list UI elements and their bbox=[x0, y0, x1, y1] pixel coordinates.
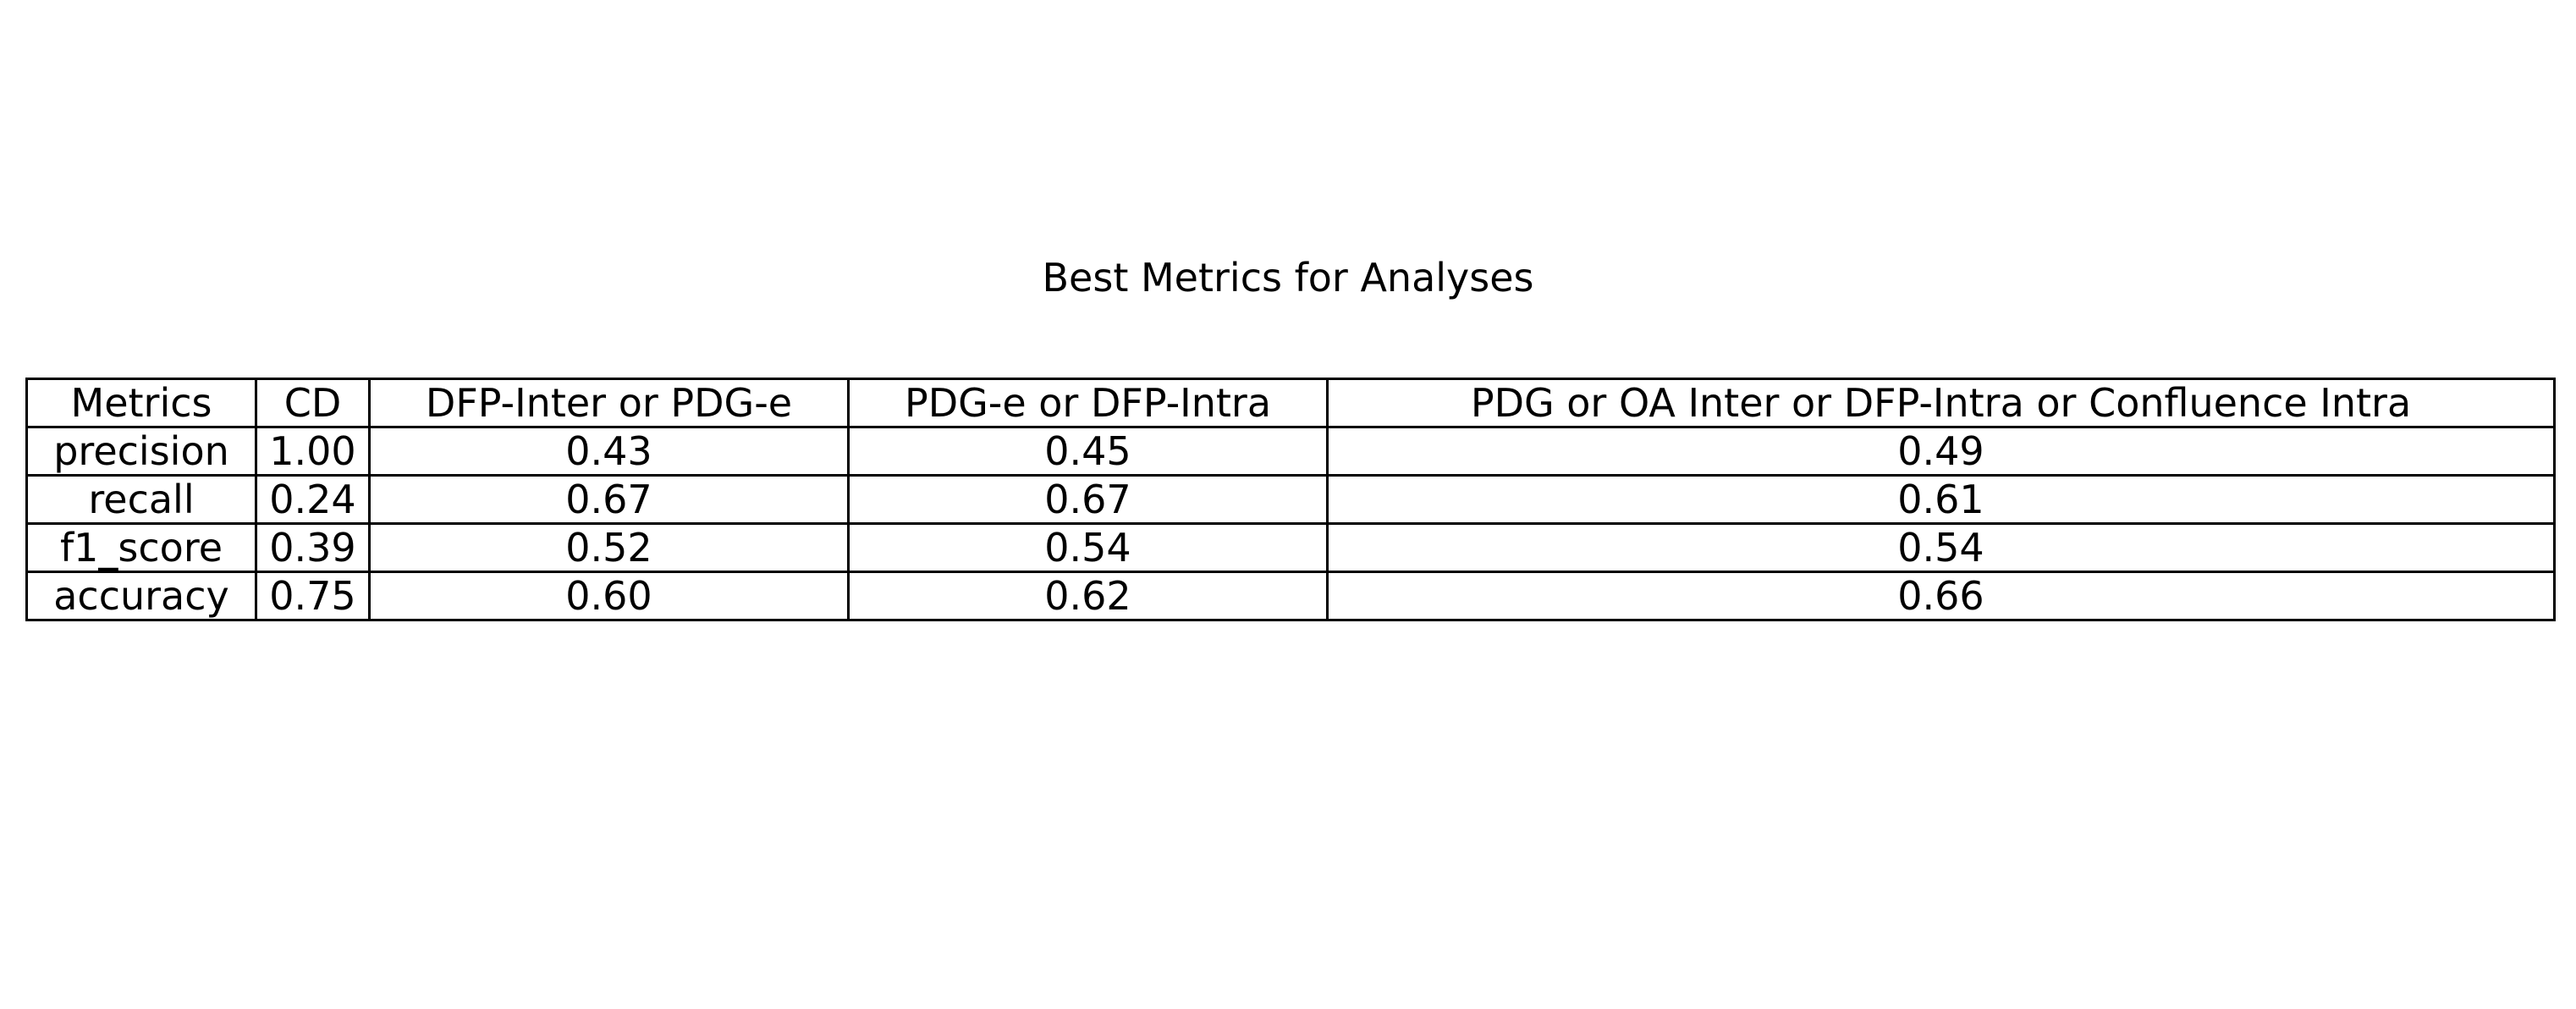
table-row: f1_score 0.39 0.52 0.54 0.54 bbox=[25, 522, 2556, 573]
row-label: precision bbox=[25, 426, 257, 477]
row-label: recall bbox=[25, 474, 257, 525]
table-cell: 0.43 bbox=[368, 426, 850, 477]
table-cell: 1.00 bbox=[255, 426, 371, 477]
table-cell: 0.24 bbox=[255, 474, 371, 525]
column-header: CD bbox=[255, 378, 371, 428]
table-cell: 0.60 bbox=[368, 571, 850, 621]
table-cell: 0.67 bbox=[368, 474, 850, 525]
column-header: Metrics bbox=[25, 378, 257, 428]
table-row: precision 1.00 0.43 0.45 0.49 bbox=[25, 426, 2556, 477]
row-label: accuracy bbox=[25, 571, 257, 621]
column-header: PDG-e or DFP-Intra bbox=[847, 378, 1329, 428]
table-cell: 0.54 bbox=[1326, 522, 2556, 573]
metrics-table: Metrics CD DFP-Inter or PDG-e PDG-e or D… bbox=[25, 378, 2556, 621]
table-cell: 0.61 bbox=[1326, 474, 2556, 525]
row-label: f1_score bbox=[25, 522, 257, 573]
table-header-row: Metrics CD DFP-Inter or PDG-e PDG-e or D… bbox=[25, 378, 2556, 428]
table-row: accuracy 0.75 0.60 0.62 0.66 bbox=[25, 571, 2556, 621]
table-cell: 0.39 bbox=[255, 522, 371, 573]
table-cell: 0.67 bbox=[847, 474, 1329, 525]
table-cell: 0.45 bbox=[847, 426, 1329, 477]
table-cell: 0.52 bbox=[368, 522, 850, 573]
column-header: DFP-Inter or PDG-e bbox=[368, 378, 850, 428]
column-header: PDG or OA Inter or DFP-Intra or Confluen… bbox=[1326, 378, 2556, 428]
table-cell: 0.75 bbox=[255, 571, 371, 621]
table-row: recall 0.24 0.67 0.67 0.61 bbox=[25, 474, 2556, 525]
chart-title: Best Metrics for Analyses bbox=[1042, 255, 1534, 300]
table-cell: 0.49 bbox=[1326, 426, 2556, 477]
table-cell: 0.54 bbox=[847, 522, 1329, 573]
table-cell: 0.62 bbox=[847, 571, 1329, 621]
table-cell: 0.66 bbox=[1326, 571, 2556, 621]
